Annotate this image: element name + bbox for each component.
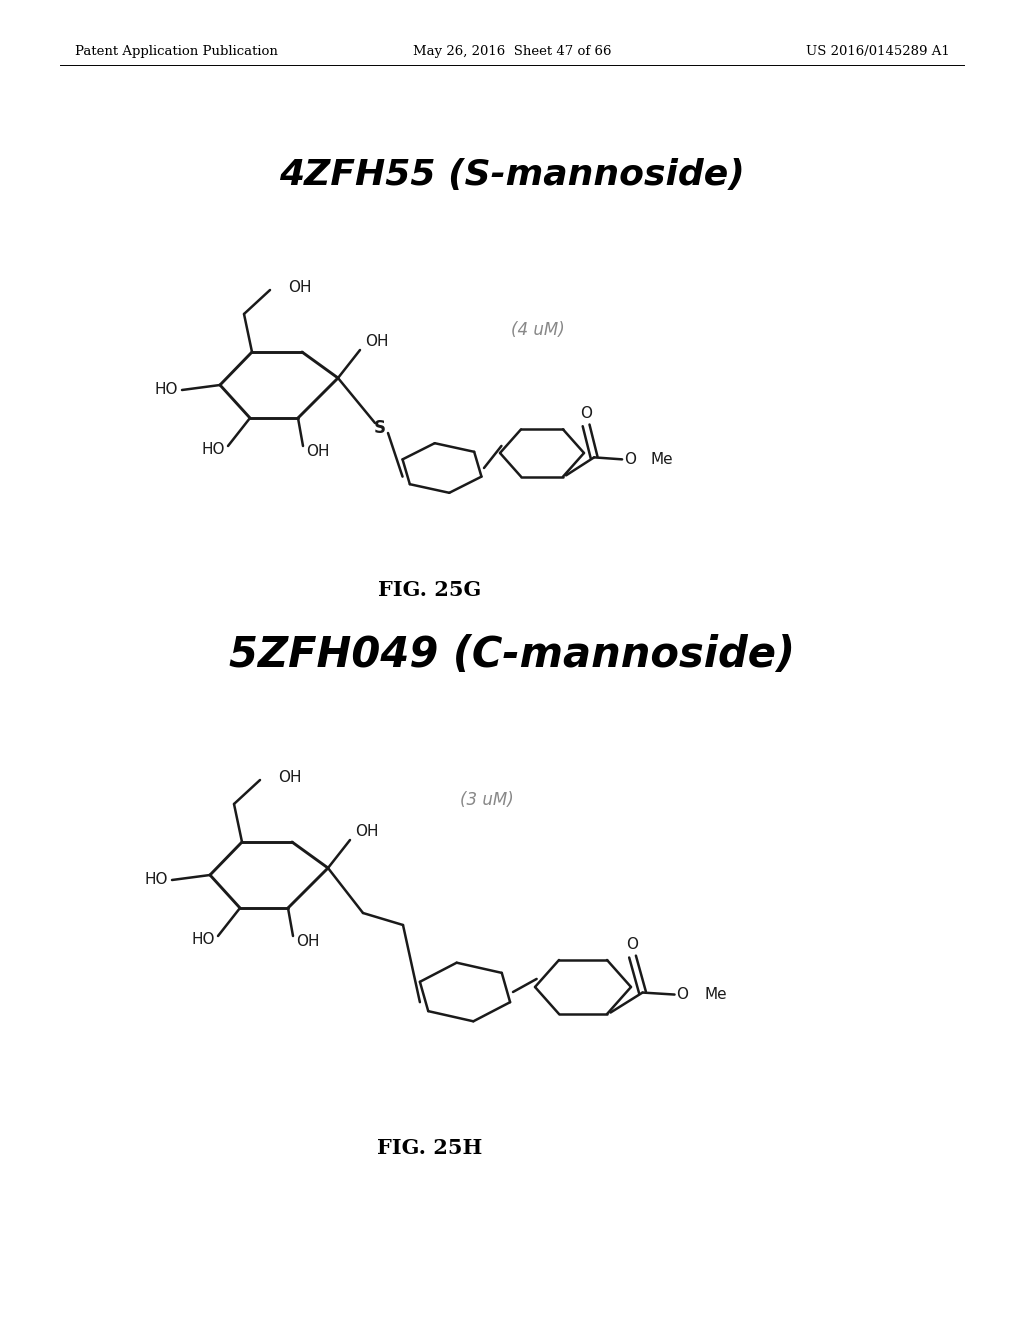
Text: OH: OH	[355, 825, 379, 840]
Text: 4ZFH55 (S-mannoside): 4ZFH55 (S-mannoside)	[280, 158, 744, 191]
Text: FIG. 25G: FIG. 25G	[379, 579, 481, 601]
Text: HO: HO	[191, 932, 215, 948]
Text: O: O	[624, 451, 636, 467]
Text: OH: OH	[278, 770, 301, 784]
Text: (4 uM): (4 uM)	[511, 321, 564, 339]
Text: HO: HO	[155, 383, 178, 397]
Text: O: O	[580, 405, 592, 421]
Text: FIG. 25H: FIG. 25H	[377, 1138, 482, 1158]
Text: (3 uM): (3 uM)	[460, 791, 513, 809]
Text: US 2016/0145289 A1: US 2016/0145289 A1	[806, 45, 950, 58]
Text: May 26, 2016  Sheet 47 of 66: May 26, 2016 Sheet 47 of 66	[413, 45, 611, 58]
Text: OH: OH	[288, 280, 311, 294]
Text: OH: OH	[306, 445, 330, 459]
Text: Me: Me	[650, 451, 673, 467]
Text: Me: Me	[705, 987, 727, 1002]
Text: OH: OH	[365, 334, 388, 350]
Text: O: O	[627, 937, 639, 952]
Text: O: O	[677, 987, 688, 1002]
Text: S: S	[374, 418, 386, 437]
Text: 5ZFH049 (C-mannoside): 5ZFH049 (C-mannoside)	[229, 634, 795, 676]
Text: HO: HO	[144, 873, 168, 887]
Text: OH: OH	[296, 935, 319, 949]
Text: HO: HO	[202, 442, 225, 458]
Text: Patent Application Publication: Patent Application Publication	[75, 45, 278, 58]
